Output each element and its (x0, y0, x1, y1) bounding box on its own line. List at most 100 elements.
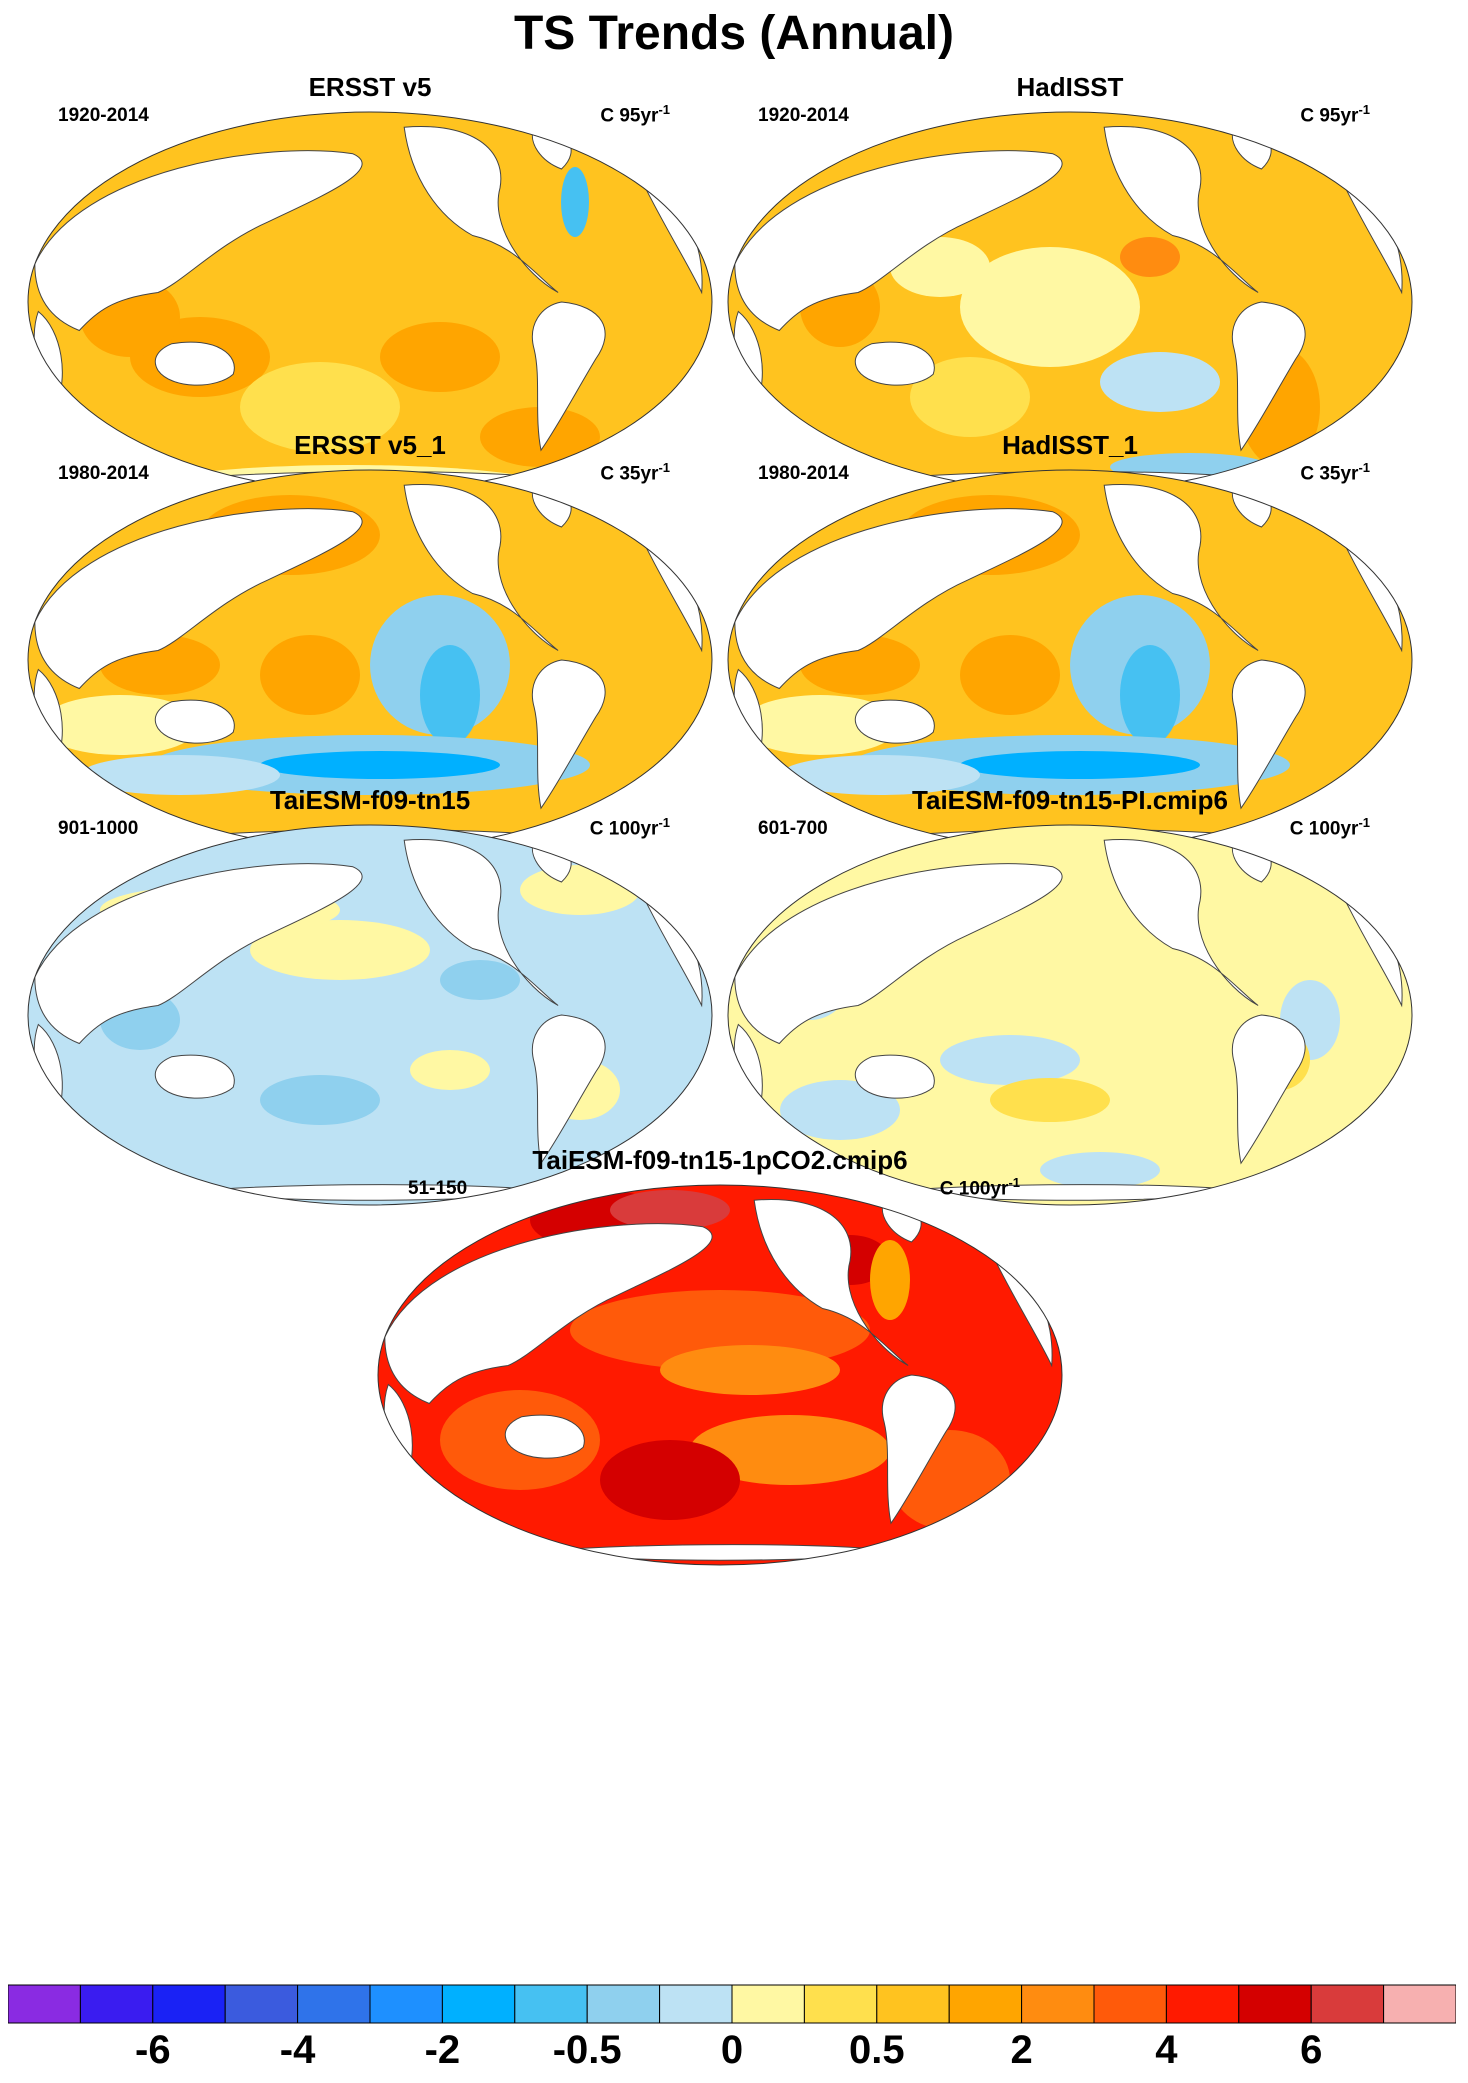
land-mass (1103, 125, 1259, 293)
panel-units: C 35yr-1 (1300, 460, 1370, 485)
anomaly-region (780, 755, 980, 795)
land-mass (1232, 659, 1306, 810)
panel-period: 1920-2014 (58, 105, 149, 126)
map-outline (727, 824, 1413, 1206)
anomaly-region (960, 635, 1060, 715)
land-mass (34, 150, 363, 332)
land-mass (882, 1374, 956, 1525)
colorbar-tick-label: 0.5 (848, 2028, 905, 2072)
land-mass (154, 341, 235, 386)
anomaly-region (380, 322, 500, 392)
panel-period: 601-700 (758, 818, 828, 839)
map-panel-hadisst: HadISST 1920-2014 C 95yr-1 (720, 72, 1420, 522)
anomaly-region (260, 751, 500, 779)
land-mass (504, 1414, 585, 1459)
map-hadisst1 (727, 469, 1413, 851)
anomaly-region (240, 362, 400, 452)
panel-title: HadISST_1 (1002, 430, 1138, 460)
land-mass (1103, 838, 1259, 1006)
anomaly-region (1120, 237, 1180, 277)
colorbar-swatch (659, 1984, 733, 2024)
land-mass (403, 125, 559, 293)
map-panel-taiesm_pi: TaiESM-f09-tn15-PI.cmip6 601-700 C 100yr-1 (720, 785, 1420, 1235)
colorbar-swatch (297, 1984, 371, 2024)
colorbar-swatch (369, 1984, 443, 2024)
map-hadisst (727, 111, 1413, 493)
colorbar-tick-label: -2 (424, 2028, 461, 2072)
colorbar-tick-label: 4 (1155, 2028, 1178, 2072)
colorbar-swatch (1238, 1984, 1312, 2024)
colorbar-tick-label: -6 (135, 2028, 171, 2072)
panel-units: C 95yr-1 (600, 102, 670, 127)
map-panel-taiesm_1pct: TaiESM-f09-tn15-1pCO2.cmip6 51-150 C 100yr… (370, 1145, 1070, 1595)
panel-title: ERSST v5 (308, 72, 432, 102)
land-mass (734, 150, 1063, 332)
anomaly-region (690, 1415, 890, 1485)
colorbar-swatch (731, 1984, 805, 2024)
map-panel-ersst: ERSST v5 1920-2014 C 95yr-1 (20, 72, 720, 522)
map-taiesm (27, 824, 713, 1206)
panel-units: C 100yr-1 (1289, 815, 1370, 840)
map-outline (377, 1184, 1063, 1566)
anomaly-region (940, 1035, 1080, 1085)
land-mass (1232, 301, 1306, 452)
map-outline (27, 824, 713, 1206)
panel-title: ERSST v5_1 (294, 430, 446, 460)
land-mass (532, 301, 606, 452)
map-panel-ersst1: ERSST v5_1 1980-2014 C 35yr-1 (20, 430, 720, 880)
land-mass (154, 699, 235, 744)
anomaly-region (1120, 645, 1180, 745)
anomaly-region (80, 755, 280, 795)
panel-period: 51-150 (408, 1178, 468, 1199)
panel-period: 1980-2014 (58, 463, 149, 484)
colorbar-tick-label: -4 (279, 2028, 316, 2072)
colorbar-swatch (8, 1984, 81, 2024)
colorbar-swatch (1383, 1984, 1456, 2024)
panel-units: C 35yr-1 (600, 460, 670, 485)
land-mass (854, 341, 935, 386)
land-mass (154, 1054, 235, 1099)
anomaly-region (410, 1050, 490, 1090)
anomaly-region (910, 357, 1030, 437)
colorbar-swatch (152, 1984, 226, 2024)
figure-title: TS Trends (Annual) (513, 7, 954, 60)
anomaly-region (520, 865, 640, 915)
map-taiesm_1pct (377, 1184, 1063, 1566)
anomaly-region (780, 1080, 900, 1140)
panel-units: C 100yr-1 (939, 1175, 1020, 1200)
anomaly-region (990, 1078, 1110, 1122)
colorbar-tick-label: -0.5 (552, 2028, 622, 2072)
panel-title: HadISST (1016, 72, 1124, 102)
colorbar-swatch (803, 1984, 878, 2024)
land-mass (532, 659, 606, 810)
colorbar-swatch (948, 1984, 1023, 2024)
anomaly-region (260, 1075, 380, 1125)
map-panel-hadisst1: HadISST_1 1980-2014 C 35yr-1 (720, 430, 1420, 880)
land-mass (403, 838, 559, 1006)
anomaly-region (440, 960, 520, 1000)
panel-units: C 100yr-1 (589, 815, 670, 840)
panel-period: 901-1000 (58, 818, 139, 839)
anomaly-region (250, 920, 430, 980)
colorbar-swatch (1021, 1984, 1095, 2024)
map-taiesm_pi (727, 824, 1413, 1206)
anomaly-region (1040, 1152, 1160, 1188)
anomaly-region (960, 247, 1140, 367)
colorbar-swatch (586, 1984, 661, 2024)
panel-period: 1920-2014 (758, 105, 849, 126)
anomaly-region (870, 1240, 910, 1320)
panel-title: TaiESM-f09-tn15-1pCO2.cmip6 (532, 1145, 908, 1175)
anomaly-region (660, 1345, 840, 1395)
colorbar-swatch (1310, 1984, 1385, 2024)
colorbar-swatch (876, 1984, 950, 2024)
land-mass (734, 508, 1063, 690)
anomaly-region (260, 635, 360, 715)
anomaly-region (1100, 352, 1220, 412)
anomaly-region (610, 1190, 730, 1230)
colorbar-tick-label: 2 (1010, 2028, 1033, 2072)
land-mass (403, 483, 559, 651)
land-mass (753, 1198, 909, 1366)
land-mass (532, 1014, 606, 1165)
panel-title: TaiESM-f09-tn15-PI.cmip6 (912, 785, 1228, 815)
map-panel-taiesm: TaiESM-f09-tn15 901-1000 C 100yr-1 (20, 785, 720, 1235)
